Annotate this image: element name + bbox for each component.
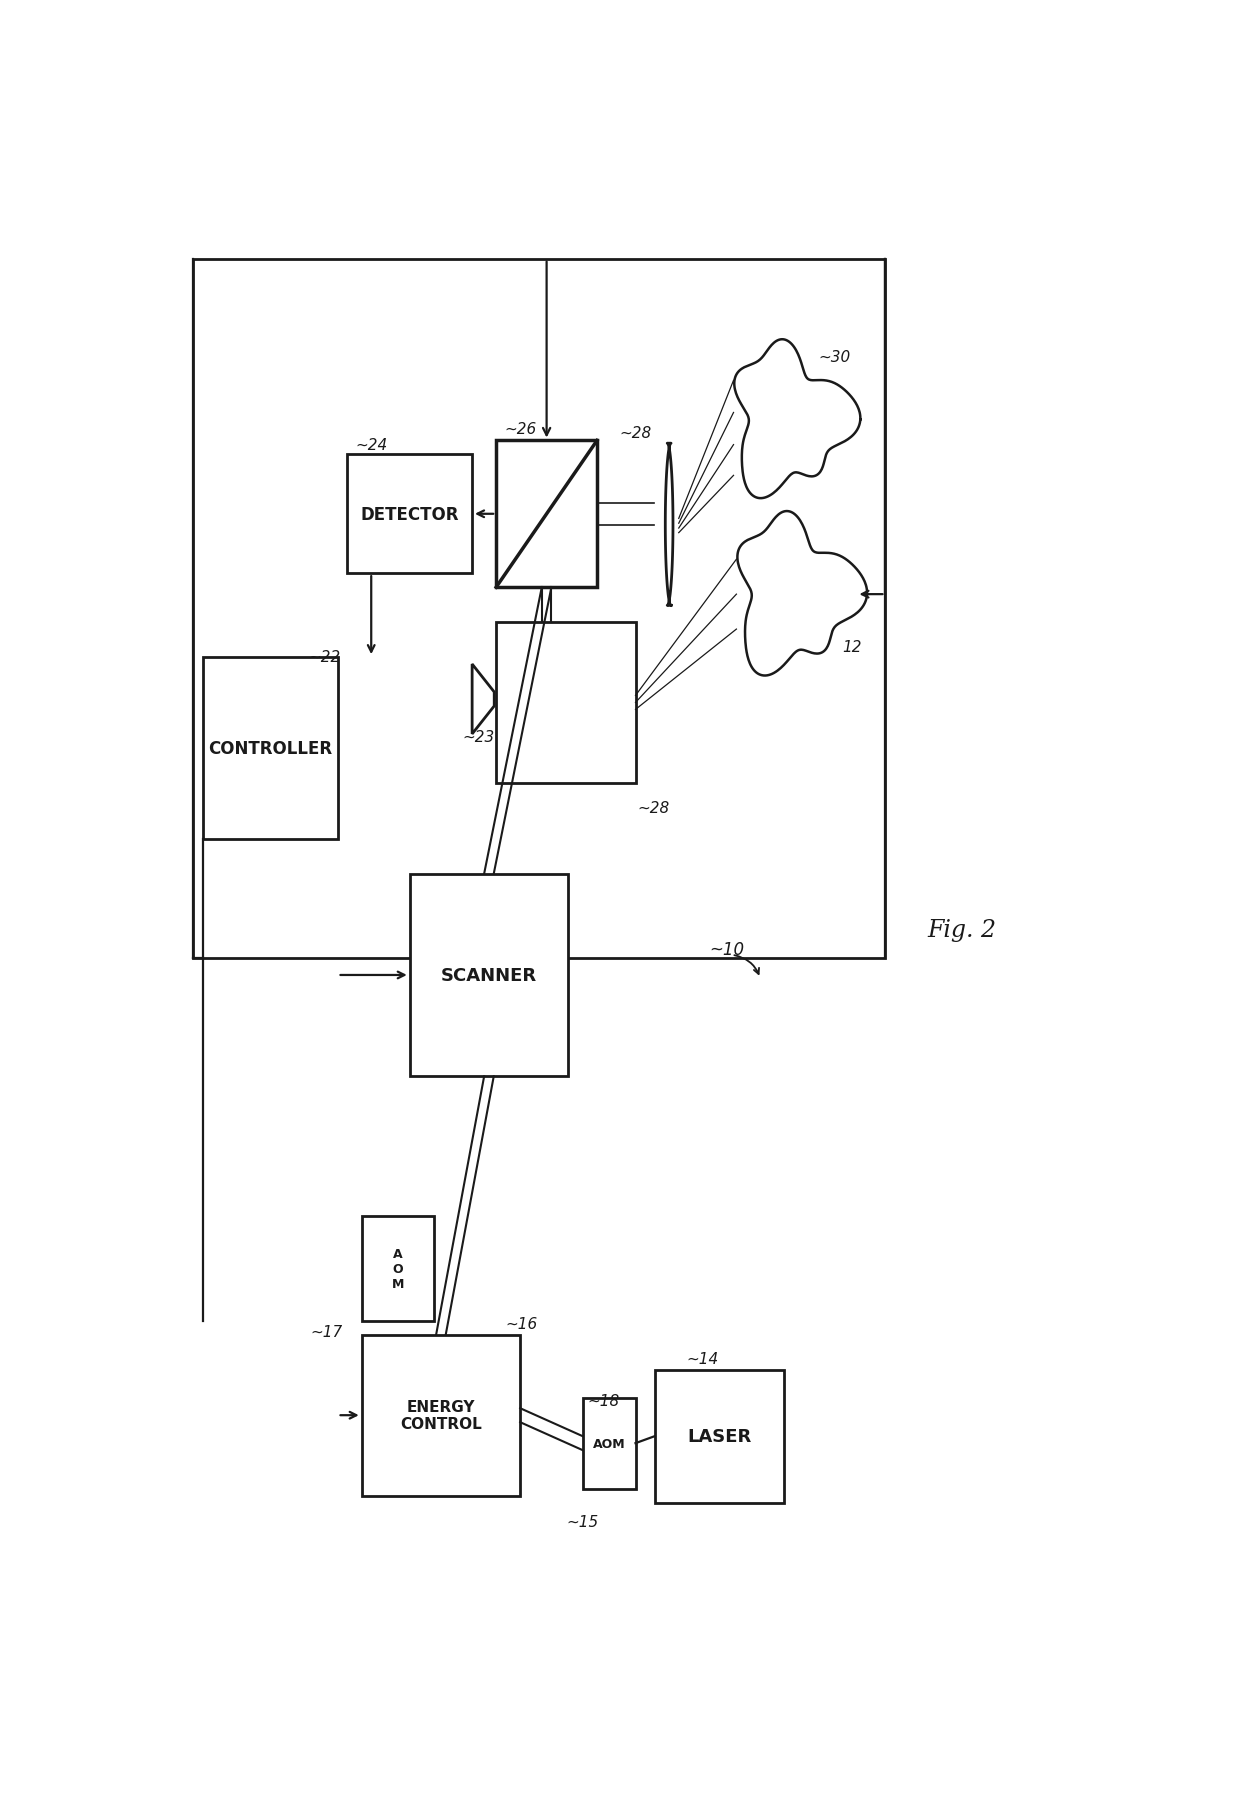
Text: ~14: ~14 <box>687 1351 719 1366</box>
Text: ~26: ~26 <box>503 423 537 437</box>
FancyBboxPatch shape <box>583 1399 635 1489</box>
Text: CONTROLLER: CONTROLLER <box>208 740 332 758</box>
Text: 12: 12 <box>842 640 862 655</box>
Polygon shape <box>738 512 867 677</box>
Text: ~24: ~24 <box>355 437 387 452</box>
FancyBboxPatch shape <box>362 1335 521 1497</box>
FancyBboxPatch shape <box>496 622 635 784</box>
Text: ~10: ~10 <box>709 940 744 958</box>
Text: ~22: ~22 <box>309 649 341 664</box>
Text: LASER: LASER <box>687 1428 751 1446</box>
Text: ~28: ~28 <box>619 426 652 441</box>
Text: ~17: ~17 <box>310 1324 342 1339</box>
Text: DETECTOR: DETECTOR <box>361 506 459 524</box>
FancyBboxPatch shape <box>496 441 596 588</box>
FancyBboxPatch shape <box>655 1370 785 1502</box>
Text: AOM: AOM <box>593 1437 625 1449</box>
Text: ~23: ~23 <box>463 729 495 744</box>
Text: ~16: ~16 <box>506 1315 538 1331</box>
FancyBboxPatch shape <box>347 455 472 573</box>
FancyBboxPatch shape <box>203 658 337 840</box>
Text: ~18: ~18 <box>588 1393 620 1408</box>
Polygon shape <box>734 339 861 499</box>
Text: ~30: ~30 <box>818 350 851 365</box>
Text: Fig. 2: Fig. 2 <box>928 918 997 941</box>
FancyBboxPatch shape <box>409 874 568 1078</box>
Text: ENERGY
CONTROL: ENERGY CONTROL <box>401 1399 482 1431</box>
FancyBboxPatch shape <box>362 1217 434 1321</box>
Polygon shape <box>666 444 673 606</box>
Polygon shape <box>472 664 495 735</box>
Text: A
O
M: A O M <box>392 1248 404 1290</box>
Text: SCANNER: SCANNER <box>441 967 537 985</box>
Text: ~28: ~28 <box>637 800 670 814</box>
Text: ~15: ~15 <box>567 1515 599 1529</box>
